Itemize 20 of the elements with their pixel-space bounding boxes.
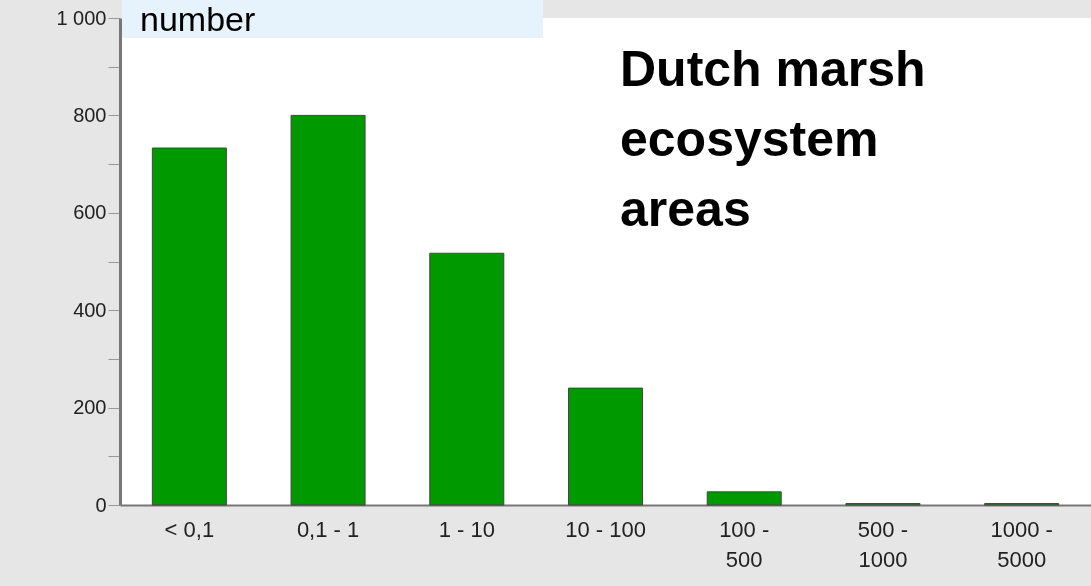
bar	[429, 252, 505, 506]
x-tick-label: 0,1 - 1	[296, 516, 360, 542]
y-tick-label: 0	[95, 493, 107, 516]
y-tick-label: 200	[73, 396, 107, 419]
bar	[568, 387, 643, 506]
x-tick-label: 10 - 100	[565, 516, 646, 542]
bar	[290, 114, 366, 506]
y-tick-label: 800	[73, 103, 107, 126]
x-tick-label: 100 - 500	[719, 516, 770, 572]
x-tick-label: < 0,1	[164, 516, 215, 542]
x-tick-label: 1 - 10	[438, 516, 495, 542]
bar	[706, 491, 782, 506]
x-tick-label: 500 - 1000	[857, 516, 909, 572]
bar	[151, 147, 227, 506]
x-tick-label: 1000 - 5000	[990, 516, 1053, 572]
y-tick-label: 1 000	[56, 6, 107, 29]
y-tick-label: 400	[73, 298, 107, 321]
label-box: number	[122, 0, 543, 38]
y-tick-label: 600	[73, 201, 107, 224]
text: Dutch marsh ecosystem areas	[620, 41, 926, 237]
